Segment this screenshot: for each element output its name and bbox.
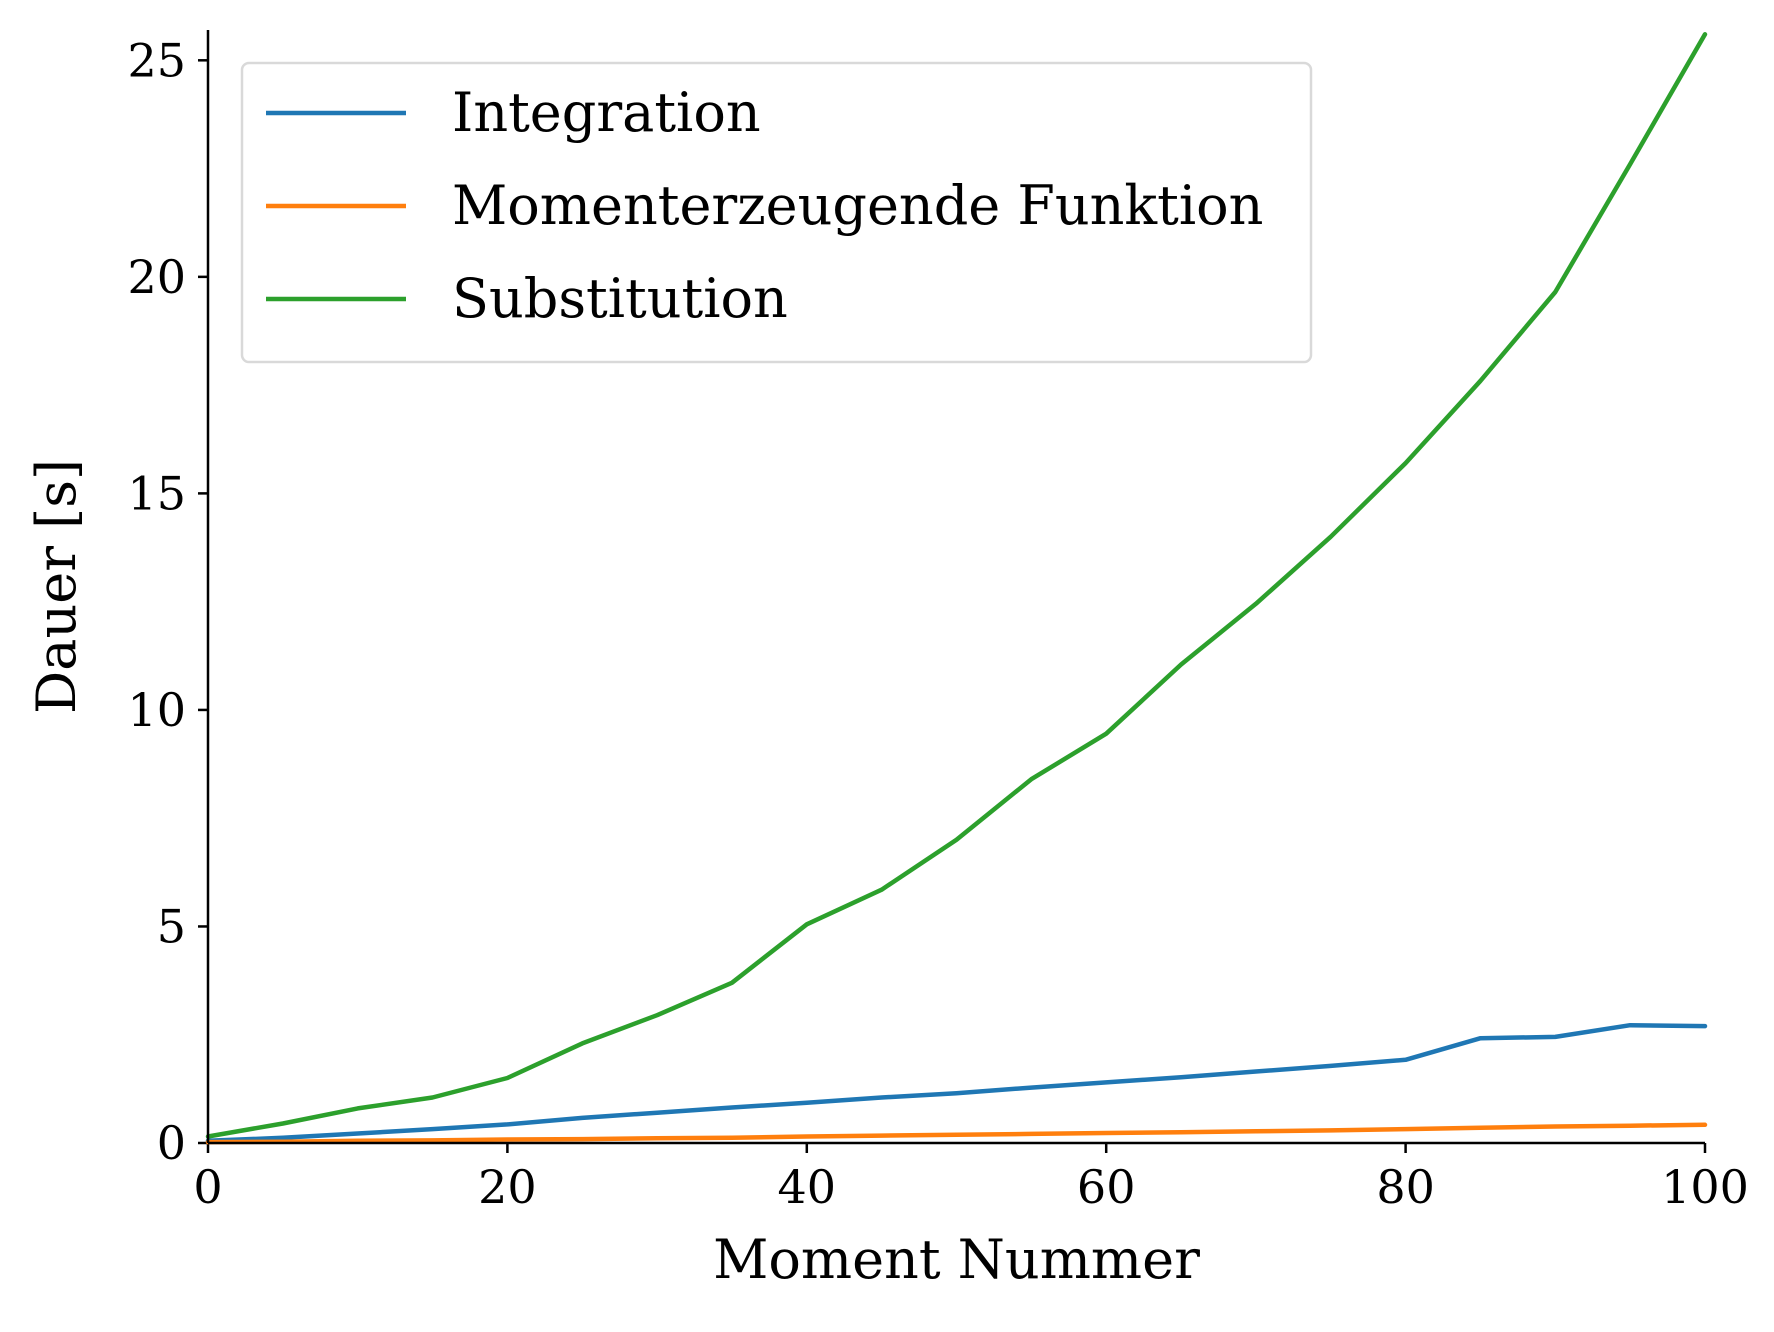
y-tick-label: 20 xyxy=(127,250,186,304)
x-axis-label: Moment Nummer xyxy=(713,1228,1200,1291)
x-axis-ticks: 0 20 40 60 80 100 xyxy=(193,1143,1749,1214)
series-line-3 xyxy=(205,32,1708,1139)
series-line-1 xyxy=(205,1022,1708,1144)
x-tick-label: 100 xyxy=(1661,1160,1749,1214)
y-tick-label: 25 xyxy=(127,33,186,87)
x-tick-label: 60 xyxy=(1077,1160,1136,1214)
y-tick-label: 10 xyxy=(127,683,186,737)
x-tick-label: 0 xyxy=(193,1160,222,1214)
x-tick-label: 40 xyxy=(778,1160,837,1214)
series-line-2 xyxy=(205,1122,1708,1145)
y-axis-ticks: 0 5 10 15 20 25 xyxy=(127,33,208,1170)
legend-entry-2: Momenterzeugende Funktion xyxy=(452,174,1263,237)
y-axis-label: Dauer [s] xyxy=(25,459,88,714)
series-layer xyxy=(205,32,1708,1145)
legend: Integration Momenterzeugende Funktion Subs… xyxy=(240,61,1313,364)
x-tick-label: 20 xyxy=(478,1160,537,1214)
y-tick-label: 5 xyxy=(157,899,186,953)
x-tick-label: 80 xyxy=(1376,1160,1435,1214)
legend-entry-1: Integration xyxy=(452,81,761,144)
y-tick-label: 0 xyxy=(157,1116,186,1170)
legend-box xyxy=(240,61,1313,364)
legend-entry-3: Substitution xyxy=(452,267,788,330)
y-tick-label: 15 xyxy=(127,466,186,520)
